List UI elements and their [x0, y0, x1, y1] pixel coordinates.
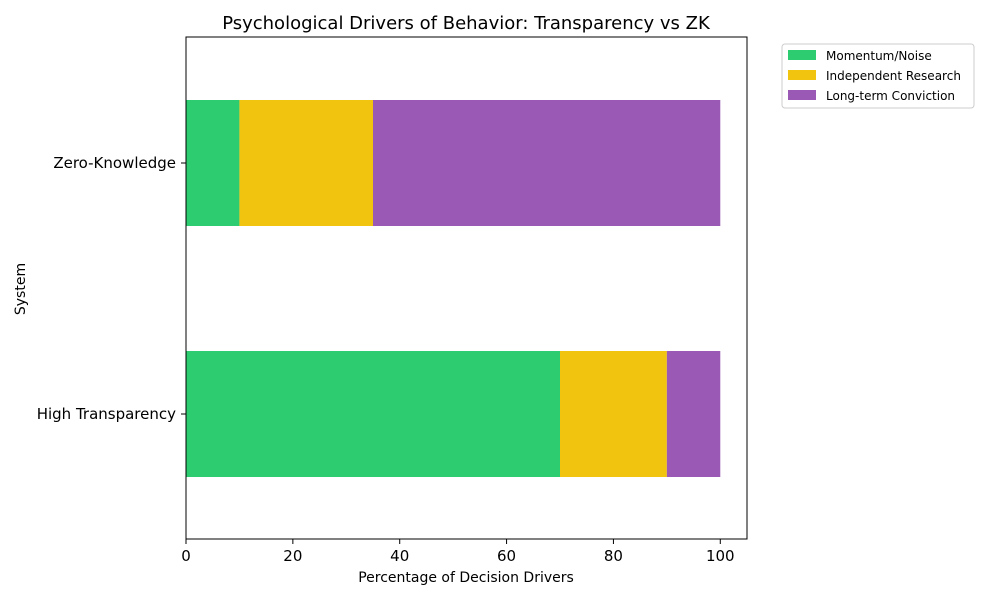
bar-zero-knowledge-long-term-conviction: [373, 100, 721, 226]
x-tick-label: 20: [283, 547, 302, 565]
y-tick-label: High Transparency: [37, 405, 176, 423]
legend-label: Independent Research: [826, 69, 961, 83]
legend-swatch: [788, 70, 816, 80]
plot-frame: [185, 36, 748, 540]
x-axis-ticks: 0 20 40 60 80 100: [181, 539, 735, 565]
chart-title: Psychological Drivers of Behavior: Trans…: [222, 13, 711, 34]
x-tick-label: 40: [390, 547, 409, 565]
legend-label: Momentum/Noise: [826, 49, 932, 63]
x-axis-label: Percentage of Decision Drivers: [358, 570, 574, 586]
y-tick-label: Zero-Knowledge: [53, 154, 176, 172]
legend-frame: [781, 43, 975, 109]
bar-high-transparency-long-term-conviction: [666, 351, 721, 477]
bar-zero-knowledge-independent-research: [239, 100, 373, 226]
legend-swatch: [788, 50, 816, 60]
y-axis-ticks: High Transparency Zero-Knowledge: [37, 154, 186, 423]
legend-swatch: [788, 90, 816, 100]
bar-high-transparency-momentum-noise: [186, 351, 560, 477]
legend: Momentum/Noise Independent Research Long-t…: [781, 43, 975, 109]
bar-high-transparency-independent-research: [560, 351, 667, 477]
x-tick-label: 100: [706, 547, 735, 565]
y-axis-label: System: [13, 263, 29, 315]
x-tick-label: 0: [181, 547, 191, 565]
x-tick-label: 60: [497, 547, 516, 565]
bar-zero-knowledge-momentum-noise: [186, 100, 240, 226]
bars-layer: [186, 100, 721, 477]
legend-label: Long-term Conviction: [826, 89, 955, 103]
x-tick-label: 80: [604, 547, 623, 565]
